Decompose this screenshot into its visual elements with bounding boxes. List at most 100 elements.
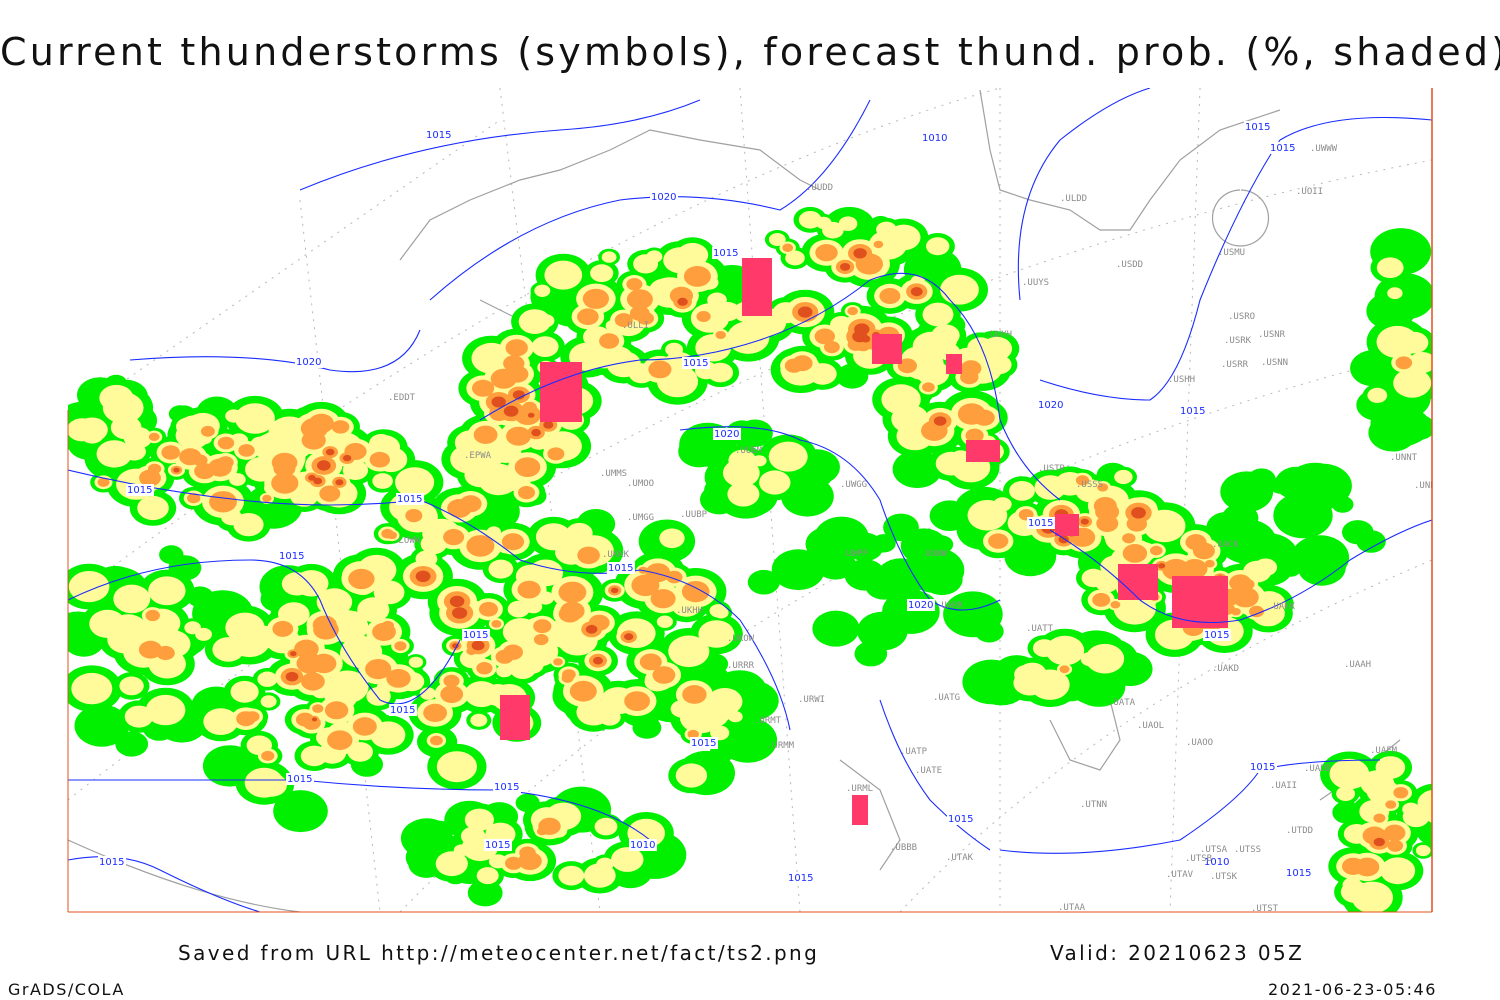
station-label: .UTAK xyxy=(946,853,974,863)
isobar-label: 1020 xyxy=(651,192,676,203)
isobar-label: 1015 xyxy=(691,738,716,749)
map-title: Current thunderstorms (symbols), forecas… xyxy=(0,30,1500,74)
station-label: .UATP xyxy=(900,747,928,757)
isobar-label: 1010 xyxy=(1204,857,1229,868)
station-label: .URRR xyxy=(727,661,755,671)
thunderstorm-symbol-cluster xyxy=(500,695,530,740)
station-label: .UNBB xyxy=(1414,481,1441,491)
station-label: .UTDD xyxy=(1286,826,1313,836)
isobar-label: 1015 xyxy=(1028,518,1053,529)
station-label: .UKHH xyxy=(676,606,703,616)
station-label: .UTAV xyxy=(1166,870,1194,880)
station-label: .EDDT xyxy=(388,393,416,403)
station-label: .UAAH xyxy=(1344,660,1371,670)
isobar-label: 1015 xyxy=(683,358,708,369)
isobar-label: 1015 xyxy=(397,494,422,505)
station-label: .ULDD xyxy=(1060,194,1087,204)
station-label: .LOWW xyxy=(393,536,421,546)
isobar-label: 1015 xyxy=(1245,122,1270,133)
isobar-label: 1015 xyxy=(485,840,510,851)
isobar-lines xyxy=(68,88,1432,912)
prob-high-area xyxy=(97,240,1413,877)
isobar-label: 1015 xyxy=(99,857,124,868)
station-label: .UOII xyxy=(1296,187,1323,197)
station-label: .UTST xyxy=(1251,904,1279,914)
station-label: .UUYS xyxy=(1022,278,1049,288)
station-label: .USRR xyxy=(1221,360,1249,370)
station-label: .UAKK xyxy=(1268,602,1296,612)
station-label: .UMMS xyxy=(600,469,627,479)
station-label: .UTSA xyxy=(1200,845,1228,855)
thunderstorm-symbol-cluster xyxy=(1172,576,1228,628)
isobar-label: 1015 xyxy=(1204,630,1229,641)
thunderstorm-symbol-cluster xyxy=(852,795,868,825)
isobar-label: 1015 xyxy=(713,248,738,259)
station-label: .USMU xyxy=(1218,248,1245,258)
isobar-label: 1015 xyxy=(494,782,519,793)
station-label: .UUDD xyxy=(806,183,833,193)
station-label: .UATE xyxy=(915,766,942,776)
isobar-label: 1015 xyxy=(1250,762,1275,773)
station-label: .USNR xyxy=(1258,330,1286,340)
isobar-label: 1015 xyxy=(1270,143,1295,154)
isobar-label: 1015 xyxy=(287,774,312,785)
isobar-label: 1015 xyxy=(390,705,415,716)
station-label: .UNNT xyxy=(1390,453,1418,463)
thunderstorm-symbol-cluster xyxy=(1055,514,1079,536)
station-label: .USTR xyxy=(1038,464,1066,474)
station-label: .UATG xyxy=(933,693,960,703)
station-label: .URWI xyxy=(798,695,825,705)
isobar-label: 1020 xyxy=(714,429,739,440)
station-label: .UAOO xyxy=(1186,738,1213,748)
thunderstorm-symbol-cluster xyxy=(966,440,1000,462)
thunderstorm-symbol-cluster xyxy=(540,362,582,422)
station-label: .UBBB xyxy=(890,843,917,853)
station-label: .UTAA xyxy=(1058,903,1086,913)
isobar-label: 1015 xyxy=(788,873,813,884)
source-url-text: Saved from URL http://meteocenter.net/fa… xyxy=(178,941,820,965)
software-credit: GrADS/COLA xyxy=(8,980,125,999)
station-label: .USSS xyxy=(1076,480,1103,490)
station-label: .UTNN xyxy=(1080,800,1107,810)
isobar-label: 1015 xyxy=(1286,868,1311,879)
station-label: .UAII xyxy=(1270,781,1297,791)
isobar-label: 1010 xyxy=(922,133,947,144)
station-label: .UADD xyxy=(1304,764,1331,774)
isobar-label: 1015 xyxy=(426,130,451,141)
station-label: .UTSK xyxy=(1210,872,1238,882)
station-label: .UKOW xyxy=(727,634,755,644)
thunderstorm-symbol-cluster xyxy=(946,354,962,374)
isobar-label: 1015 xyxy=(279,551,304,562)
station-label: .UAKD xyxy=(1212,664,1239,674)
station-label: .UUEM xyxy=(735,446,763,456)
station-label: .EPWA xyxy=(464,451,492,461)
station-label: .UWPP xyxy=(841,549,869,559)
station-label: .UTSB xyxy=(1185,854,1212,864)
station-label: .USRO xyxy=(1228,312,1255,322)
isobar-label: 1015 xyxy=(463,630,488,641)
station-label: .USHH xyxy=(1168,375,1195,385)
isobar-label: 1020 xyxy=(1038,400,1063,411)
station-label: .UUYH xyxy=(985,330,1012,340)
generation-timestamp: 2021-06-23-05:46 xyxy=(1268,980,1437,999)
station-label: .USRK xyxy=(1224,336,1252,346)
station-label: .UMOO xyxy=(627,479,654,489)
valid-time-text: Valid: 20210623 05Z xyxy=(1050,941,1305,965)
thunderstorm-symbol-cluster xyxy=(1118,564,1158,600)
station-label: .UWGG xyxy=(840,480,867,490)
isobar-label: 1015 xyxy=(1180,406,1205,417)
station-label: .UATT xyxy=(1026,624,1054,634)
station-label: .UARR xyxy=(936,601,964,611)
isobar-label: 1015 xyxy=(948,814,973,825)
station-label: .UATA xyxy=(1108,698,1136,708)
isobar-label: 1015 xyxy=(608,563,633,574)
station-label: .UAFM xyxy=(1370,746,1398,756)
isobar-label: 1020 xyxy=(296,357,321,368)
station-label: .URMM xyxy=(767,741,795,751)
station-label: .ULLI xyxy=(622,321,649,331)
thunderstorm-symbol-cluster xyxy=(872,334,902,364)
station-label: .UUBP xyxy=(680,510,708,520)
thunderstorm-symbol-cluster xyxy=(742,258,772,316)
station-label: .UMGG xyxy=(627,513,654,523)
